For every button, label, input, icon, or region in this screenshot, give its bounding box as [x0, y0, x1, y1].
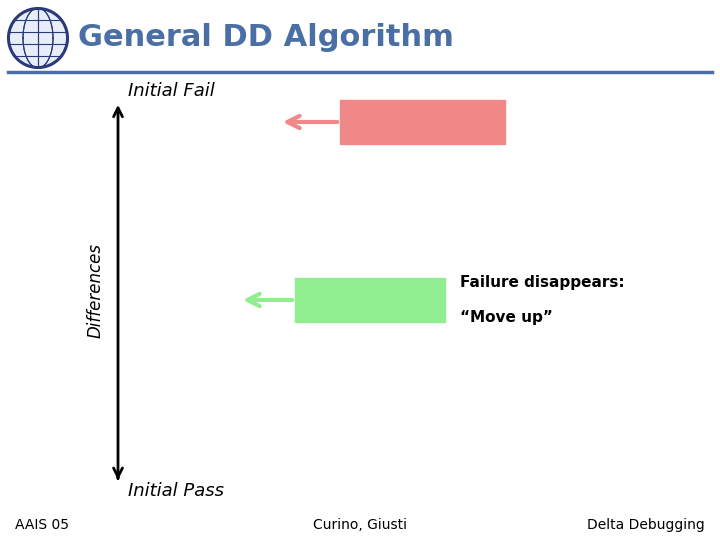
Text: AAIS 05: AAIS 05	[15, 518, 69, 532]
Circle shape	[10, 10, 66, 66]
Text: Initial Pass: Initial Pass	[128, 482, 224, 500]
Text: Initial Fail: Initial Fail	[128, 82, 215, 100]
Text: Differences: Differences	[87, 244, 105, 339]
Bar	[340, 100, 505, 144]
Bar	[295, 278, 445, 322]
Text: General DD Algorithm: General DD Algorithm	[78, 24, 454, 52]
Text: “Move up”: “Move up”	[460, 310, 553, 325]
Circle shape	[8, 8, 68, 68]
Text: Failure disappears:: Failure disappears:	[460, 275, 625, 290]
Text: Curino, Giusti: Curino, Giusti	[313, 518, 407, 532]
Text: Delta Debugging: Delta Debugging	[588, 518, 705, 532]
